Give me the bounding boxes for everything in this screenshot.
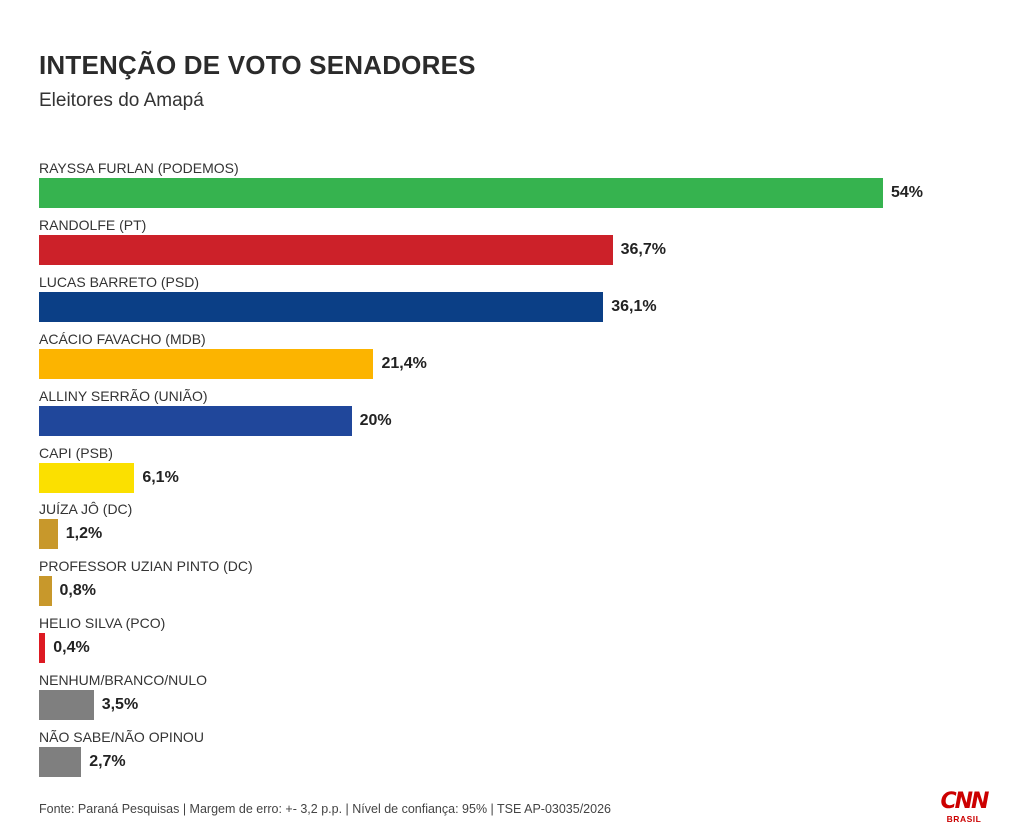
bar (39, 291, 604, 322)
chart-subtitle: Eleitores do Amapá (39, 90, 204, 111)
bar (39, 519, 58, 550)
category-label: HELIO SILVA (PCO) (39, 615, 166, 632)
category-label: NENHUM/BRANCO/NULO (39, 672, 208, 689)
value-label: 21,4% (381, 354, 427, 372)
value-label: 0,4% (53, 639, 90, 657)
bar-row: RAYSSA FURLAN (PODEMOS) 54% (39, 158, 979, 214)
bar (39, 633, 46, 664)
bar-row: JUÍZA JÔ (DC) 1,2% (39, 499, 979, 555)
category-label: JUÍZA JÔ (DC) (39, 501, 133, 518)
value-label: 3,5% (101, 696, 139, 714)
bar (39, 462, 135, 493)
bar-row: NÃO SABE/NÃO OPINOU 2,7% (39, 727, 979, 783)
value-label: 6,1% (142, 468, 179, 486)
category-label: RAYSSA FURLAN (PODEMOS) (39, 160, 239, 176)
bar-row: CAPI (PSB) 6,1% (39, 443, 979, 499)
bar-row: ALLINY SERRÃO (UNIÃO) 20% (39, 386, 979, 442)
category-label: NÃO SABE/NÃO OPINOU (39, 729, 204, 745)
bar-row: NENHUM/BRANCO/NULO 3,5% (39, 670, 979, 726)
bar-row: RANDOLFE (PT) 36,7% (39, 215, 979, 271)
category-label: ACÁCIO FAVACHO (MDB) (39, 330, 206, 347)
value-label: 2,7% (89, 753, 126, 770)
bar-row: HELIO SILVA (PCO) 0,4% (39, 613, 979, 669)
bar-row: LUCAS BARRETO (PSD) 36,1% (39, 272, 979, 328)
bar (39, 405, 352, 436)
value-label: 36,1% (611, 297, 657, 315)
category-label: LUCAS BARRETO (PSD) (39, 273, 199, 290)
category-label: ALLINY SERRÃO (UNIÃO) (39, 387, 208, 404)
category-label: CAPI (PSB) (39, 444, 113, 461)
value-label: 36,7% (620, 240, 666, 258)
category-label: RANDOLFE (PT) (39, 216, 147, 233)
cnn-brasil-logo: CNN BRASIL (938, 790, 990, 826)
source-footnote: Fonte: Paraná Pesquisas | Margem de erro… (39, 802, 611, 816)
logo-subtext: BRASIL (946, 814, 982, 824)
bar (39, 348, 374, 379)
bar-row: PROFESSOR UZIAN PINTO (DC) 0,8% (39, 556, 979, 612)
bar (39, 576, 52, 607)
bar (39, 690, 94, 721)
bar (39, 178, 883, 208)
value-label: 20% (359, 411, 392, 429)
value-label: 54% (891, 184, 924, 201)
value-label: 1,2% (65, 525, 103, 543)
value-label: 0,8% (59, 582, 96, 600)
category-label: PROFESSOR UZIAN PINTO (DC) (39, 558, 253, 575)
bar-row: ACÁCIO FAVACHO (MDB) 21,4% (39, 329, 979, 385)
chart-title: INTENÇÃO DE VOTO SENADORES (39, 50, 476, 80)
bar (39, 747, 82, 777)
logo-wordmark: CNN (940, 789, 990, 814)
bar (39, 234, 613, 265)
